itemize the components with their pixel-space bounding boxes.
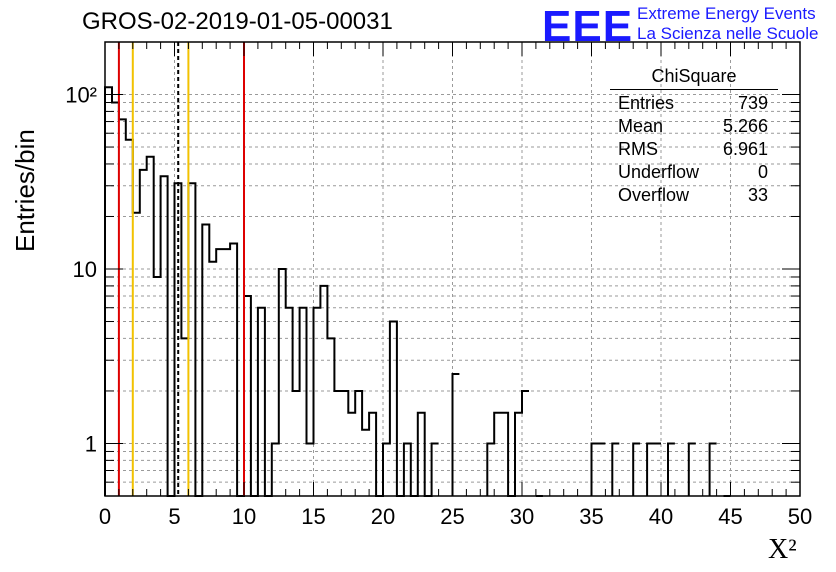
- stats-value: 33: [747, 185, 768, 205]
- stats-box: ChiSquare Entries 739 Mean 5.266 RMS 6.9…: [610, 66, 778, 207]
- histogram-bin: [258, 308, 265, 496]
- histogram-bin: [418, 413, 425, 496]
- histogram-bin: [112, 103, 119, 496]
- stats-row-underflow: Underflow 0: [610, 161, 778, 184]
- stats-label: Overflow: [618, 185, 690, 205]
- y-tick-label: 10²: [65, 83, 97, 108]
- stats-row-rms: RMS 6.961: [610, 138, 778, 161]
- histogram-bin: [355, 391, 362, 496]
- x-tick-label: 5: [168, 504, 180, 529]
- stats-row-entries: Entries 739: [610, 92, 778, 115]
- histogram-bin: [126, 140, 133, 496]
- histogram-bin: [223, 249, 230, 496]
- histogram-bin: [487, 443, 494, 496]
- stats-row-overflow: Overflow 33: [610, 184, 778, 207]
- x-tick-label: 45: [718, 504, 742, 529]
- histogram-bin: [494, 413, 501, 496]
- histogram-bin: [209, 262, 216, 496]
- x-tick-label: 15: [301, 504, 325, 529]
- histogram-bin: [119, 119, 126, 496]
- histogram-bin: [515, 413, 522, 496]
- histogram-bin: [654, 443, 661, 496]
- histogram-bin: [383, 443, 390, 496]
- histogram-bin: [286, 308, 293, 496]
- histogram-bin: [140, 170, 147, 496]
- x-tick-label: 0: [99, 504, 111, 529]
- histogram-bin: [314, 308, 321, 496]
- stats-label: RMS: [618, 139, 658, 159]
- histogram-bin: [202, 224, 209, 496]
- eee-logo: EEE: [542, 2, 634, 51]
- stats-title: ChiSquare: [610, 66, 778, 90]
- x-tick-label: 40: [649, 504, 673, 529]
- histogram-bin: [154, 277, 161, 496]
- x-tick-label: 30: [510, 504, 534, 529]
- logo-line-1: Extreme Energy Events: [637, 4, 816, 23]
- x-tick-label: 35: [579, 504, 603, 529]
- x-tick-label: 25: [440, 504, 464, 529]
- histogram-bin: [230, 244, 237, 496]
- stats-value: 0: [757, 162, 768, 182]
- histogram-bin: [522, 391, 529, 496]
- stats-row-mean: Mean 5.266: [610, 115, 778, 138]
- stats-value: 739: [737, 93, 768, 113]
- histogram-bin: [598, 443, 605, 496]
- y-axis-label: Entries/bin: [10, 129, 40, 252]
- x-tick-label: 50: [788, 504, 812, 529]
- stats-label: Entries: [618, 93, 675, 113]
- histogram-bin: [105, 87, 112, 496]
- histogram-bin: [216, 249, 223, 496]
- histogram-bin: [592, 443, 599, 496]
- stats-value: 6.961: [722, 139, 768, 159]
- histogram-bin: [633, 443, 640, 496]
- histogram-bin: [362, 430, 369, 496]
- x-axis-label: X²: [768, 534, 797, 565]
- histogram-bin: [501, 413, 508, 496]
- y-tick-label: 10: [73, 257, 97, 282]
- histogram-bin: [327, 338, 334, 496]
- histogram-bin: [404, 443, 411, 496]
- x-tick-label: 20: [371, 504, 395, 529]
- histogram-bin: [320, 286, 327, 496]
- histogram-bin: [272, 443, 279, 496]
- stats-value: 5.266: [722, 116, 768, 136]
- histogram-bin: [390, 322, 397, 496]
- histogram-bin: [279, 269, 286, 496]
- histogram-bin: [133, 213, 140, 496]
- histogram-bin: [244, 296, 251, 496]
- logo-line-2: La Scienza nelle Scuole: [637, 24, 819, 43]
- stats-label: Mean: [618, 116, 664, 136]
- histogram-bin: [147, 157, 154, 496]
- histogram-bin: [334, 391, 341, 496]
- histogram-bin: [307, 443, 314, 496]
- histogram-bin: [369, 413, 376, 496]
- histogram-bin: [188, 183, 195, 496]
- histogram-bin: [668, 443, 675, 496]
- histogram-bin: [161, 176, 168, 496]
- histogram-bin: [689, 443, 696, 496]
- x-tick-label: 10: [232, 504, 256, 529]
- histogram-bin: [710, 443, 717, 496]
- y-tick-label: 1: [85, 431, 97, 456]
- stats-label: Underflow: [618, 162, 700, 182]
- histogram-bin: [341, 391, 348, 496]
- histogram-bin: [293, 391, 300, 496]
- histogram-bin: [453, 374, 460, 496]
- histogram-bin: [432, 443, 439, 496]
- chart-title: GROS-02-2019-01-05-00031: [82, 8, 393, 35]
- histogram-bin: [348, 413, 355, 496]
- histogram-bin: [612, 443, 619, 496]
- histogram-bin: [300, 308, 307, 496]
- histogram-bin: [647, 443, 654, 496]
- histogram-bin: [181, 338, 188, 496]
